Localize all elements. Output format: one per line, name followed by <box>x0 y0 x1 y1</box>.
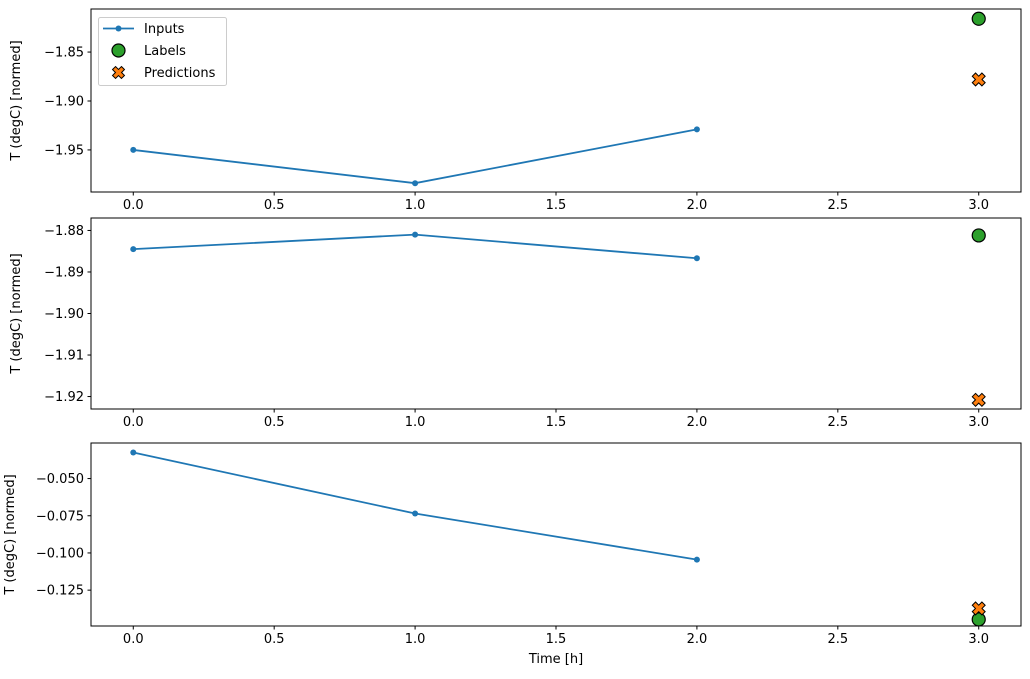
labels-point <box>971 228 986 243</box>
inputs-line <box>133 451 698 561</box>
x-tick-label: 2.0 <box>687 415 708 430</box>
inputs-point <box>693 126 700 133</box>
inputs-line <box>133 128 698 185</box>
y-axis-label: T (degC) [normed] <box>3 474 18 595</box>
y-tick-label: −1.89 <box>44 265 84 280</box>
legend-label: Labels <box>144 44 186 59</box>
labels-point <box>971 612 986 627</box>
inputs-point <box>693 255 700 262</box>
legend-label: Inputs <box>144 22 185 37</box>
x-tick-label: 1.5 <box>546 198 567 213</box>
y-tick-label: −1.92 <box>44 390 84 405</box>
x-tick-label: 3.0 <box>968 198 989 213</box>
x-tick-label: 0.0 <box>123 415 144 430</box>
axes-frame <box>90 8 1022 193</box>
legend: Inputs Labels Predictions <box>98 17 227 86</box>
inputs-line <box>133 233 697 260</box>
x-tick-label: 1.5 <box>546 632 567 647</box>
subplot-1: 0.0 0.5 1.0 1.5 2.0 2.5 3.0 −1.85 −1.90 −1.95 T (d… <box>9 8 1022 213</box>
x-tick-label: 0.5 <box>264 415 285 430</box>
subplot-3: 0.0 0.5 1.0 1.5 2.0 2.5 3.0 −0.050 −0.075 −0.100 −… <box>3 442 1022 647</box>
x-tick-label: 0.0 <box>123 632 144 647</box>
inputs-series <box>130 231 700 262</box>
y-tick-label: −0.050 <box>36 472 84 487</box>
x-tick-label: 2.0 <box>687 632 708 647</box>
x-axis-label: Time [h] <box>528 652 583 667</box>
predictions-point <box>971 392 986 408</box>
labels-series <box>971 11 986 26</box>
x-tick-label: 2.5 <box>827 415 848 430</box>
x-tick-label: 0.0 <box>123 198 144 213</box>
x-tick-label: 3.0 <box>968 632 989 647</box>
predictions-series <box>971 601 986 616</box>
labels-point <box>971 11 986 26</box>
legend-x-icon <box>111 65 126 80</box>
inputs-point <box>693 556 700 563</box>
inputs-point <box>130 449 137 456</box>
y-tick-label: −1.90 <box>44 307 84 322</box>
y-tick-label: −1.88 <box>44 224 84 239</box>
y-axis-label: T (degC) [normed] <box>9 253 24 374</box>
legend-dot-icon <box>115 25 122 32</box>
y-tick-label: −1.91 <box>44 349 84 364</box>
x-tick-label: 1.0 <box>405 198 426 213</box>
predictions-series <box>971 72 986 87</box>
inputs-point <box>130 246 137 253</box>
inputs-point <box>412 510 419 517</box>
legend-label: Predictions <box>144 66 216 81</box>
subplot-2: 0.0 0.5 1.0 1.5 2.0 2.5 3.0 −1.88 −1.89 −1.90 −1.9… <box>9 217 1022 430</box>
x-tick-label: 0.5 <box>264 198 285 213</box>
labels-series <box>971 612 986 627</box>
inputs-series <box>130 449 700 563</box>
inputs-point <box>412 231 419 238</box>
labels-series <box>971 228 986 243</box>
y-tick-label: −1.95 <box>44 143 84 158</box>
predictions-point <box>971 601 986 616</box>
inputs-point <box>412 180 419 187</box>
x-tick-label: 1.0 <box>405 632 426 647</box>
y-tick-label: −0.100 <box>36 546 84 561</box>
y-tick-label: −1.90 <box>44 94 84 109</box>
axes-frame <box>90 442 1022 627</box>
x-tick-label: 2.5 <box>827 198 848 213</box>
x-tick-label: 0.5 <box>264 632 285 647</box>
x-tick-label: 1.0 <box>405 415 426 430</box>
y-tick-label: −0.075 <box>36 509 84 524</box>
inputs-point <box>130 146 137 153</box>
y-axis-label: T (degC) [normed] <box>9 40 24 161</box>
inputs-series <box>130 126 700 187</box>
y-tick-label: −0.125 <box>36 584 84 599</box>
x-tick-label: 1.5 <box>546 415 567 430</box>
x-tick-label: 2.5 <box>827 632 848 647</box>
legend-box <box>98 17 227 86</box>
predictions-series <box>971 392 986 408</box>
predictions-point <box>971 72 986 87</box>
y-tick-label: −1.85 <box>44 46 84 61</box>
legend-circle-icon <box>111 43 126 58</box>
x-tick-label: 2.0 <box>687 198 708 213</box>
x-tick-label: 3.0 <box>968 415 989 430</box>
